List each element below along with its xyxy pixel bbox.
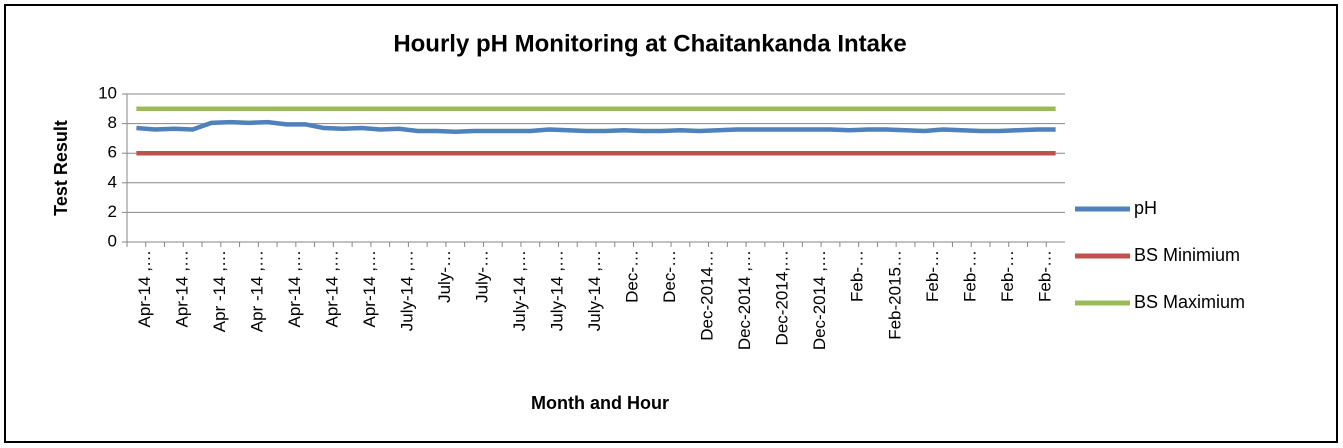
- x-tick-label: Apr -14 ,…: [210, 250, 229, 332]
- y-tick-label: 6: [108, 143, 117, 162]
- x-tick-label: July-14 ,…: [548, 250, 567, 331]
- x-tick-label: Dec-…: [660, 250, 679, 303]
- x-tick-label: Feb-…: [998, 250, 1017, 302]
- x-tick-label: July-14 ,…: [585, 250, 604, 331]
- y-tick-label: 8: [108, 113, 117, 132]
- y-axis-title: Test Result: [51, 120, 71, 216]
- x-tick-label: Apr-14 ,…: [322, 250, 341, 327]
- chart-title: Hourly pH Monitoring at Chaitankanda Int…: [393, 30, 906, 57]
- y-tick-label: 2: [108, 202, 117, 221]
- legend-label: pH: [1134, 198, 1157, 218]
- y-tick-label: 4: [108, 172, 117, 191]
- x-tick-label: Dec-2014…: [698, 250, 717, 341]
- x-tick-label: Apr-14 ,…: [172, 250, 191, 327]
- x-tick-label: Apr-14 ,…: [285, 250, 304, 327]
- chart-frame: [4, 4, 1338, 443]
- x-tick-label: Dec-2014 ,…: [810, 250, 829, 350]
- x-tick-label: July-…: [435, 250, 454, 303]
- x-tick-label: Dec-2014 ,…: [735, 250, 754, 350]
- y-tick-label: 0: [108, 231, 117, 250]
- x-tick-label: Dec-…: [623, 250, 642, 303]
- x-axis-title: Month and Hour: [531, 393, 669, 413]
- x-tick-label: Dec-2014,…: [773, 250, 792, 345]
- x-tick-label: July-14 ,…: [398, 250, 417, 331]
- x-tick-label: July-…: [473, 250, 492, 303]
- x-tick-label: Feb-…: [960, 250, 979, 302]
- x-tick-label: Apr-14 ,…: [135, 250, 154, 327]
- legend-label: BS Maximium: [1134, 292, 1245, 312]
- x-tick-label: July-14 ,…: [510, 250, 529, 331]
- x-tick-label: Feb-…: [923, 250, 942, 302]
- x-tick-label: Feb-2015…: [885, 250, 904, 340]
- y-tick-label: 10: [98, 83, 117, 102]
- x-tick-label: Apr-14 ,…: [360, 250, 379, 327]
- x-tick-label: Feb-…: [1035, 250, 1054, 302]
- x-tick-label: Apr -14 ,…: [247, 250, 266, 332]
- x-tick-label: Feb-…: [848, 250, 867, 302]
- series-line: [136, 119, 1056, 134]
- legend-label: BS Minimium: [1134, 245, 1240, 265]
